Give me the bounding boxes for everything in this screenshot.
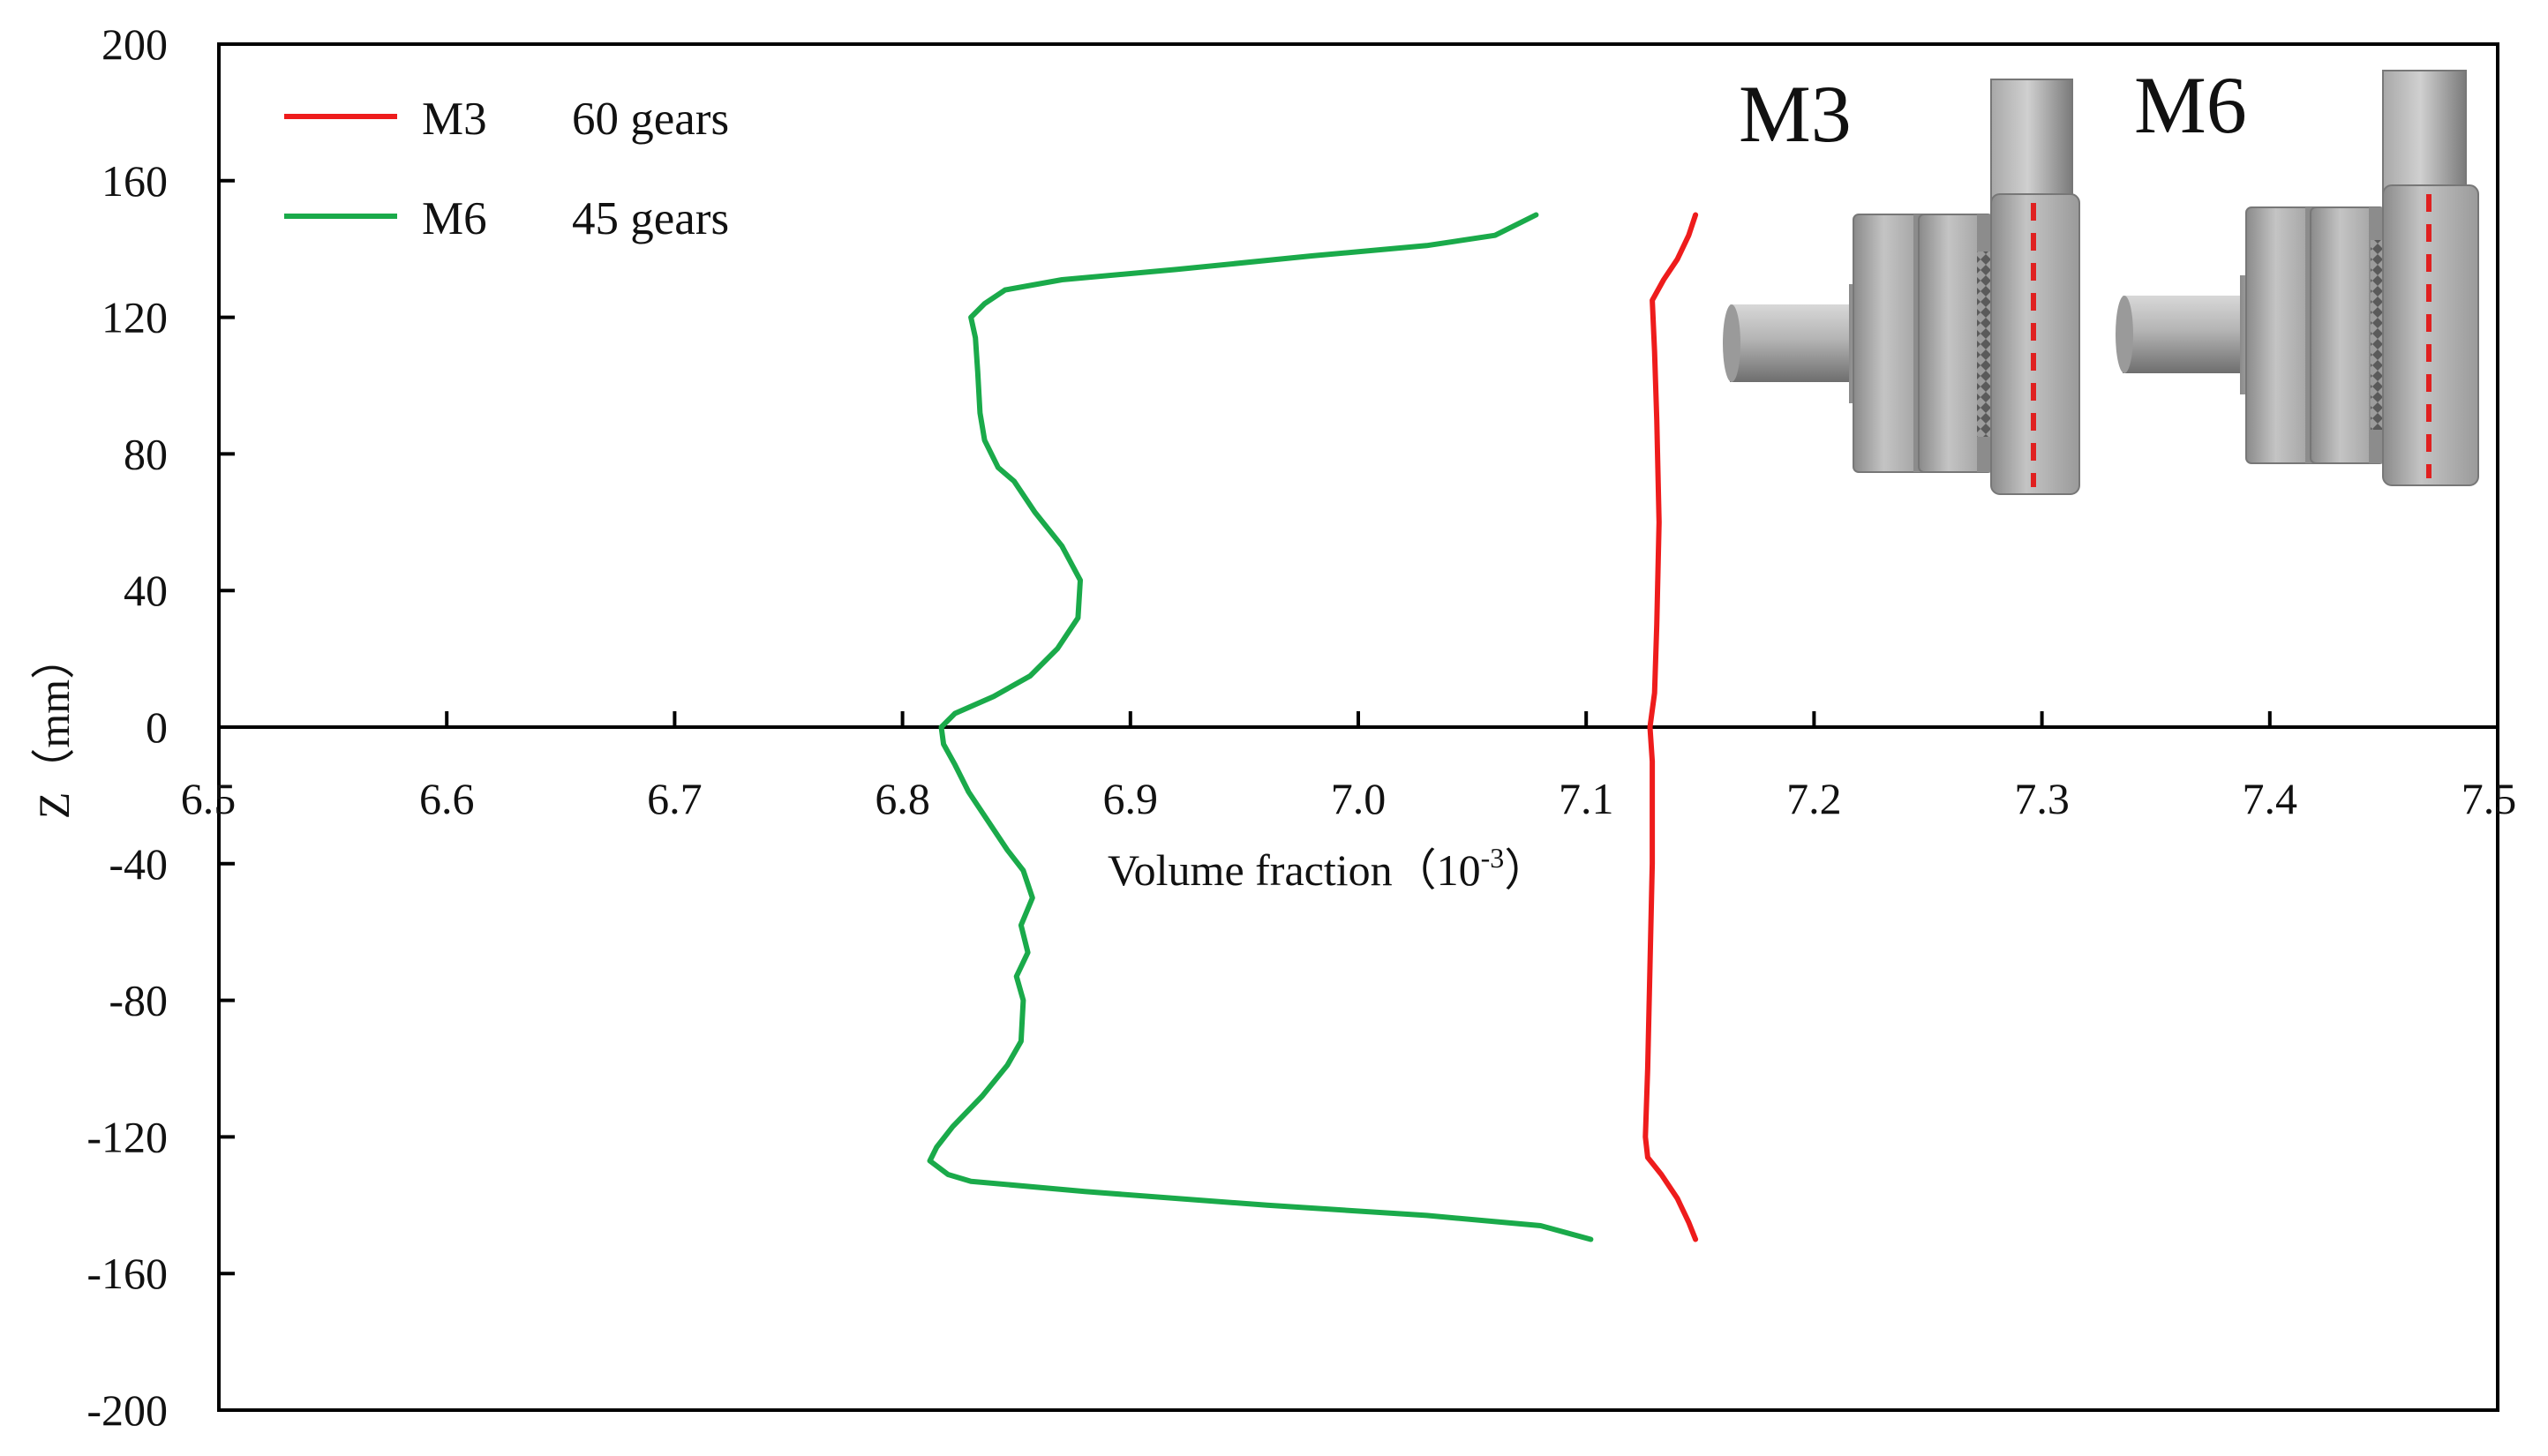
x-tick-label: 7.1 xyxy=(1559,774,1614,823)
legend-label-m6: 45 gears xyxy=(572,193,729,244)
inset-label-m3: M3 xyxy=(1739,69,1852,159)
x-tick-label: 7.4 xyxy=(2243,774,2298,823)
y-tick-label: 120 xyxy=(101,293,168,342)
y-axis-ticks: 200 160 120 80 40 0 -40 -80 -120 -160 -200 xyxy=(86,19,235,1435)
gearbox-m6-illustration xyxy=(2116,70,2479,486)
gearbox-m3-illustration xyxy=(1723,79,2080,495)
y-tick-label: -80 xyxy=(109,976,168,1025)
y-tick-label: 160 xyxy=(101,156,168,206)
x-tick-label: 6.9 xyxy=(1103,774,1159,823)
x-tick-label: 6.8 xyxy=(875,774,930,823)
x-tick-label: 6.7 xyxy=(647,774,703,823)
y-tick-label: -40 xyxy=(109,839,168,889)
x-tick-label: 7.2 xyxy=(1786,774,1842,823)
x-tick-label: 6.5 xyxy=(181,774,237,823)
legend-name-m6: M6 xyxy=(422,193,487,244)
x-tick-label: 7.0 xyxy=(1331,774,1387,823)
x-tick-label: 7.5 xyxy=(2462,774,2517,823)
x-axis-ticks: 6.5 6.6 6.7 6.8 6.9 7.0 7.1 7.2 7.3 7.4 7.5 xyxy=(181,711,2517,823)
y-tick-label: 80 xyxy=(124,429,168,478)
x-axis-title-main: Volume fraction（10 xyxy=(1108,845,1481,895)
legend-label-m3: 60 gears xyxy=(572,94,729,145)
x-axis-title-close: ） xyxy=(1504,845,1548,895)
y-tick-label: 40 xyxy=(124,566,168,615)
legend-name-m3: M3 xyxy=(422,94,487,145)
y-tick-label: 200 xyxy=(101,19,168,69)
x-tick-label: 6.6 xyxy=(419,774,475,823)
x-tick-label: 7.3 xyxy=(2014,774,2070,823)
y-tick-label: -120 xyxy=(86,1112,168,1161)
y-axis-title: Z（mm） xyxy=(29,635,79,819)
inset-label-m6: M6 xyxy=(2134,60,2247,150)
series-line-m3 xyxy=(1642,212,1699,1242)
series-line-m6 xyxy=(927,212,1594,1242)
y-tick-label: -160 xyxy=(86,1249,168,1298)
y-tick-label: -200 xyxy=(86,1385,168,1435)
legend: M3 60 gears M6 45 gears xyxy=(284,94,729,244)
y-tick-label: 0 xyxy=(146,702,168,752)
x-axis-title-exponent: -3 xyxy=(1481,842,1505,874)
x-axis-title: Volume fraction（10-3） xyxy=(1108,842,1548,895)
